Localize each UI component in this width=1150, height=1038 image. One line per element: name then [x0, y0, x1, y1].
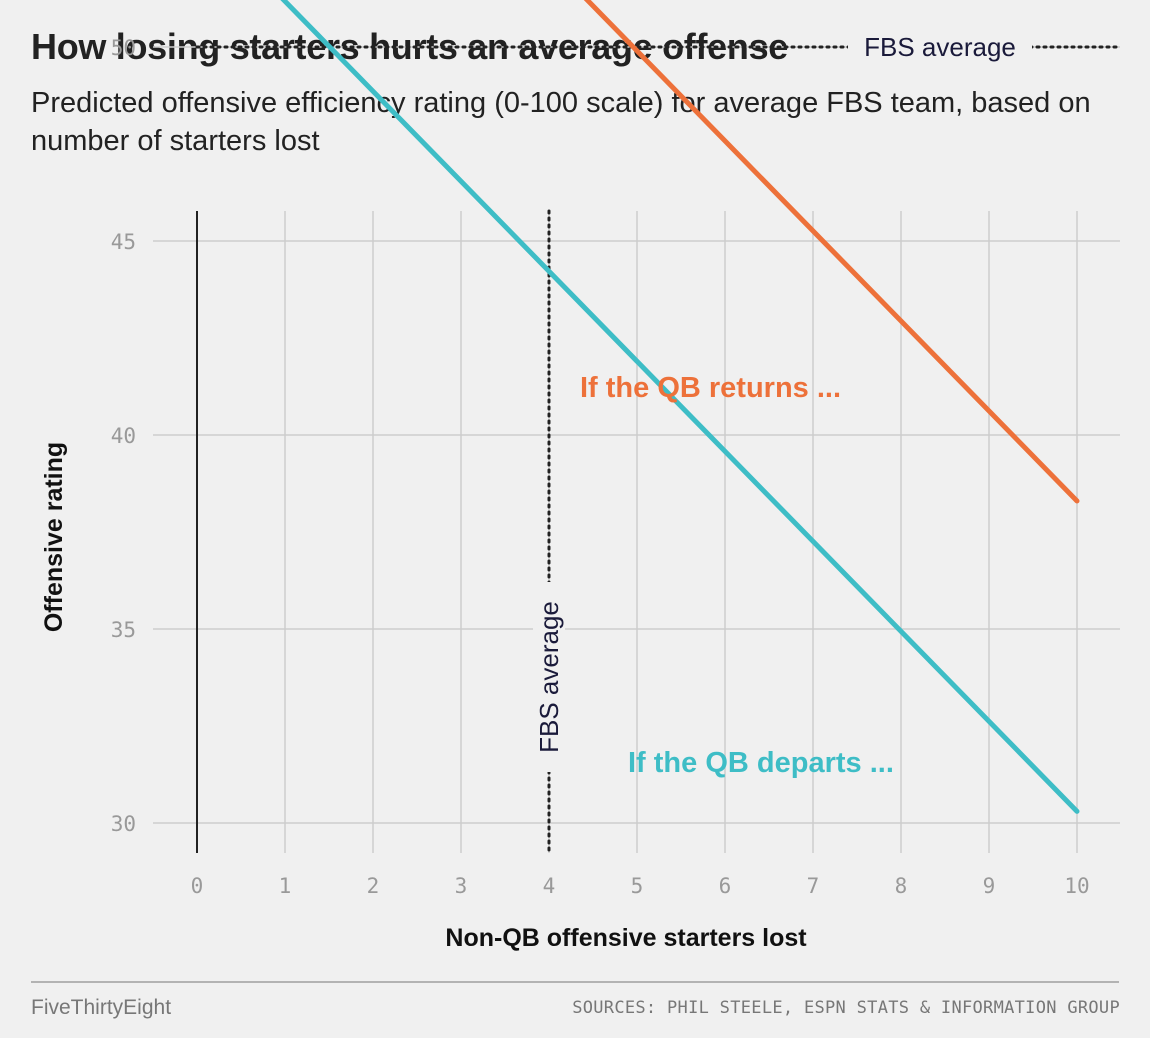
- horizontal-reference-label: FBS average: [864, 32, 1016, 62]
- x-tick-label: 1: [279, 874, 292, 898]
- x-tick-label: 7: [807, 874, 820, 898]
- x-tick-label: 6: [719, 874, 732, 898]
- y-tick-label: 35: [111, 618, 136, 642]
- x-tick-label: 0: [191, 874, 204, 898]
- series-label-1: If the QB returns ...: [580, 372, 841, 404]
- vertical-reference-label: FBS average: [534, 601, 564, 753]
- x-tick-label: 5: [631, 874, 644, 898]
- grid-lines: [153, 0, 1120, 853]
- y-tick-label: 45: [111, 230, 136, 254]
- x-axis-label: Non-QB offensive starters lost: [445, 924, 807, 952]
- chart-labels: If the QB returns ... If the QB departs .…: [40, 372, 894, 952]
- x-tick-label: 2: [367, 874, 380, 898]
- y-tick-label: 40: [111, 424, 136, 448]
- x-tick-label: 3: [455, 874, 468, 898]
- brand-logo-text: FiveThirtyEight: [31, 996, 171, 1020]
- reference-lines: FBS average FBS average: [197, 31, 1120, 853]
- axis-ticks: 30354045505560012345678910: [111, 0, 1090, 898]
- y-tick-label: 30: [111, 812, 136, 836]
- x-tick-label: 9: [983, 874, 996, 898]
- y-tick-label: 50: [111, 36, 136, 60]
- x-tick-label: 8: [895, 874, 908, 898]
- footer-divider: [31, 981, 1119, 983]
- line-chart: FBS averageFBS average 30354045505560012…: [0, 0, 1150, 1038]
- x-tick-label: 4: [543, 874, 556, 898]
- series-label-2: If the QB departs ...: [628, 747, 894, 779]
- y-axis-label: Offensive rating: [40, 442, 68, 632]
- x-tick-label: 10: [1064, 874, 1089, 898]
- sources-note: SOURCES: PHIL STEELE, ESPN STATS & INFOR…: [572, 998, 1120, 1018]
